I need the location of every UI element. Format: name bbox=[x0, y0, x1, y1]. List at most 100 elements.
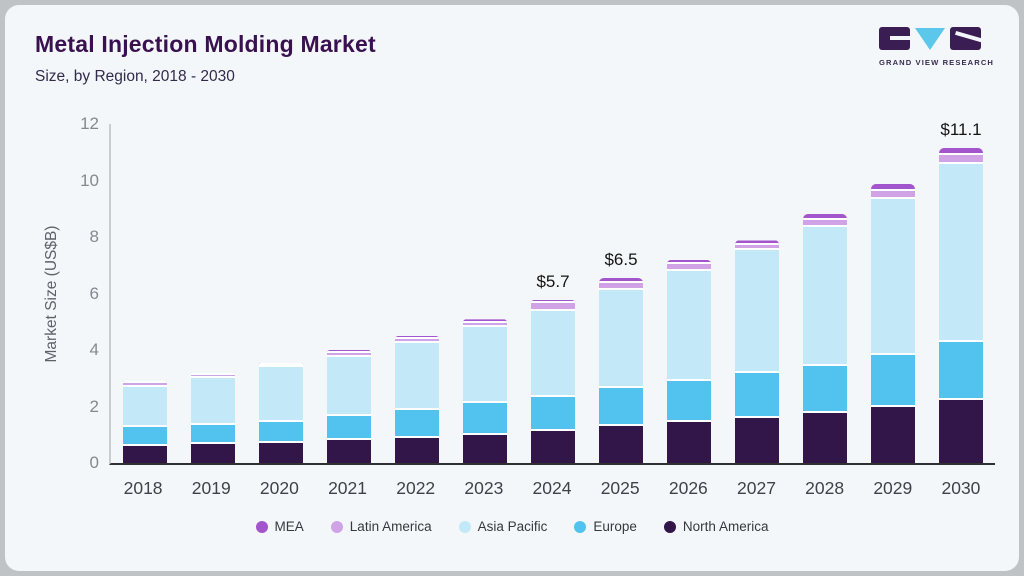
bar-slot-2027 bbox=[723, 124, 791, 463]
segment-europe-2019 bbox=[190, 424, 236, 445]
x-axis-labels: 2018 2019 2020 2021 2022 2023 2024 2025 2026 2027… bbox=[109, 478, 995, 499]
segment-mea-2023 bbox=[462, 319, 508, 323]
bar-slot-2030 bbox=[927, 124, 995, 463]
segment-europe-2018 bbox=[122, 427, 168, 446]
legend-dot-icon-latin-america bbox=[330, 520, 343, 533]
bar-2021 bbox=[326, 349, 372, 463]
segment-asia-pacific-2027 bbox=[734, 250, 780, 374]
segment-europe-2020 bbox=[258, 422, 304, 443]
bar-slot-2028 bbox=[791, 124, 859, 463]
value-label-2030: $11.1 bbox=[940, 120, 982, 140]
bar-slot-2029 bbox=[859, 124, 927, 463]
logo-v-triangle-icon bbox=[915, 28, 945, 50]
bar-slot-2024 bbox=[519, 124, 587, 463]
segment-north-america-2026 bbox=[666, 422, 712, 463]
x-label-2023: 2023 bbox=[464, 478, 504, 498]
legend-label-latin-america: Latin America bbox=[349, 519, 432, 534]
x-label-2026: 2026 bbox=[668, 478, 708, 498]
segment-latin-america-2025 bbox=[598, 282, 644, 291]
x-label-2022: 2022 bbox=[396, 478, 436, 498]
bar-2018 bbox=[122, 381, 168, 463]
legend-item-latin-america: Latin America bbox=[330, 519, 432, 534]
segment-asia-pacific-2018 bbox=[122, 386, 168, 428]
bar-2020 bbox=[258, 362, 304, 463]
segment-latin-america-2030 bbox=[938, 155, 984, 164]
segment-europe-2025 bbox=[598, 387, 644, 427]
legend: MEA Latin America Asia Pacific Europe North … bbox=[5, 519, 1019, 534]
y-tick-12: 12 bbox=[80, 114, 99, 133]
bar-2028 bbox=[802, 213, 848, 463]
chart-card: Metal Injection Molding Market Size, by … bbox=[5, 5, 1019, 571]
legend-item-mea: MEA bbox=[255, 519, 304, 534]
y-tick-10: 10 bbox=[80, 170, 99, 190]
bar-slot-2019 bbox=[179, 124, 247, 463]
segment-asia-pacific-2024 bbox=[530, 311, 576, 397]
bar-2027 bbox=[734, 240, 780, 463]
segment-mea-2030 bbox=[938, 148, 984, 156]
segment-mea-2020 bbox=[258, 362, 304, 365]
legend-item-asia-pacific: Asia Pacific bbox=[458, 519, 547, 534]
bar-slot-2018 bbox=[111, 124, 179, 463]
bar-slot-2021 bbox=[315, 124, 383, 463]
segment-europe-2029 bbox=[870, 355, 916, 407]
segment-latin-america-2024 bbox=[530, 303, 576, 312]
bar-2022 bbox=[394, 335, 440, 463]
segment-asia-pacific-2022 bbox=[394, 343, 440, 410]
segment-mea-2021 bbox=[326, 349, 372, 353]
legend-dot-icon-asia-pacific bbox=[458, 520, 471, 533]
segment-mea-2022 bbox=[394, 335, 440, 339]
segment-asia-pacific-2026 bbox=[666, 271, 712, 381]
segment-north-america-2019 bbox=[190, 444, 236, 463]
segment-latin-america-2028 bbox=[802, 220, 848, 227]
segment-latin-america-2019 bbox=[190, 375, 236, 379]
segment-latin-america-2021 bbox=[326, 352, 372, 357]
bar-2026 bbox=[666, 259, 712, 463]
segment-latin-america-2018 bbox=[122, 383, 168, 387]
gvr-logo-marks bbox=[879, 27, 981, 52]
segment-north-america-2018 bbox=[122, 445, 168, 463]
segment-latin-america-2026 bbox=[666, 263, 712, 272]
segment-north-america-2025 bbox=[598, 426, 644, 463]
segment-north-america-2029 bbox=[870, 406, 916, 463]
page-subtitle: Size, by Region, 2018 - 2030 bbox=[35, 68, 235, 85]
segment-europe-2023 bbox=[462, 403, 508, 435]
segment-asia-pacific-2020 bbox=[258, 367, 304, 423]
bars-container bbox=[111, 124, 995, 463]
segment-mea-2029 bbox=[870, 183, 916, 191]
segment-europe-2028 bbox=[802, 365, 848, 413]
segment-north-america-2020 bbox=[258, 442, 304, 463]
plot-area: 0 2 4 6 8 10 12 $5.7 $6.5 $11.1 bbox=[80, 114, 995, 472]
legend-item-europe: Europe bbox=[574, 519, 637, 534]
x-label-2030: 2030 bbox=[941, 478, 981, 498]
bar-slot-2023 bbox=[451, 124, 519, 463]
segment-asia-pacific-2028 bbox=[802, 226, 848, 366]
x-label-2019: 2019 bbox=[191, 478, 231, 498]
bar-2025 bbox=[598, 277, 644, 463]
header: Metal Injection Molding Market Size, by … bbox=[35, 31, 376, 86]
x-label-2027: 2027 bbox=[737, 478, 776, 498]
bar-2029 bbox=[870, 183, 916, 463]
bar-2024 bbox=[530, 300, 576, 463]
segment-latin-america-2023 bbox=[462, 322, 508, 327]
segment-mea-2028 bbox=[802, 213, 848, 221]
legend-label-north-america: North America bbox=[682, 519, 769, 534]
segment-asia-pacific-2021 bbox=[326, 356, 372, 416]
bar-slot-2026 bbox=[655, 124, 723, 463]
bar-slot-2025 bbox=[587, 124, 655, 463]
logo-g-mark-icon bbox=[879, 27, 910, 50]
legend-dot-icon-mea bbox=[255, 520, 268, 533]
x-label-2025: 2025 bbox=[600, 478, 640, 498]
segment-asia-pacific-2030 bbox=[938, 163, 984, 343]
bar-slot-2020 bbox=[247, 124, 315, 463]
x-label-2021: 2021 bbox=[328, 478, 368, 498]
bar-slot-2022 bbox=[383, 124, 451, 463]
x-label-2018: 2018 bbox=[123, 478, 163, 498]
legend-label-mea: MEA bbox=[274, 519, 304, 534]
value-label-2024: $5.7 bbox=[536, 272, 570, 291]
gvr-logo: GRAND VIEW RESEARCH bbox=[879, 27, 993, 67]
value-label-2025: $6.5 bbox=[604, 249, 638, 269]
segment-north-america-2023 bbox=[462, 434, 508, 463]
y-tick-6: 6 bbox=[89, 283, 99, 303]
bar-2023 bbox=[462, 319, 508, 463]
